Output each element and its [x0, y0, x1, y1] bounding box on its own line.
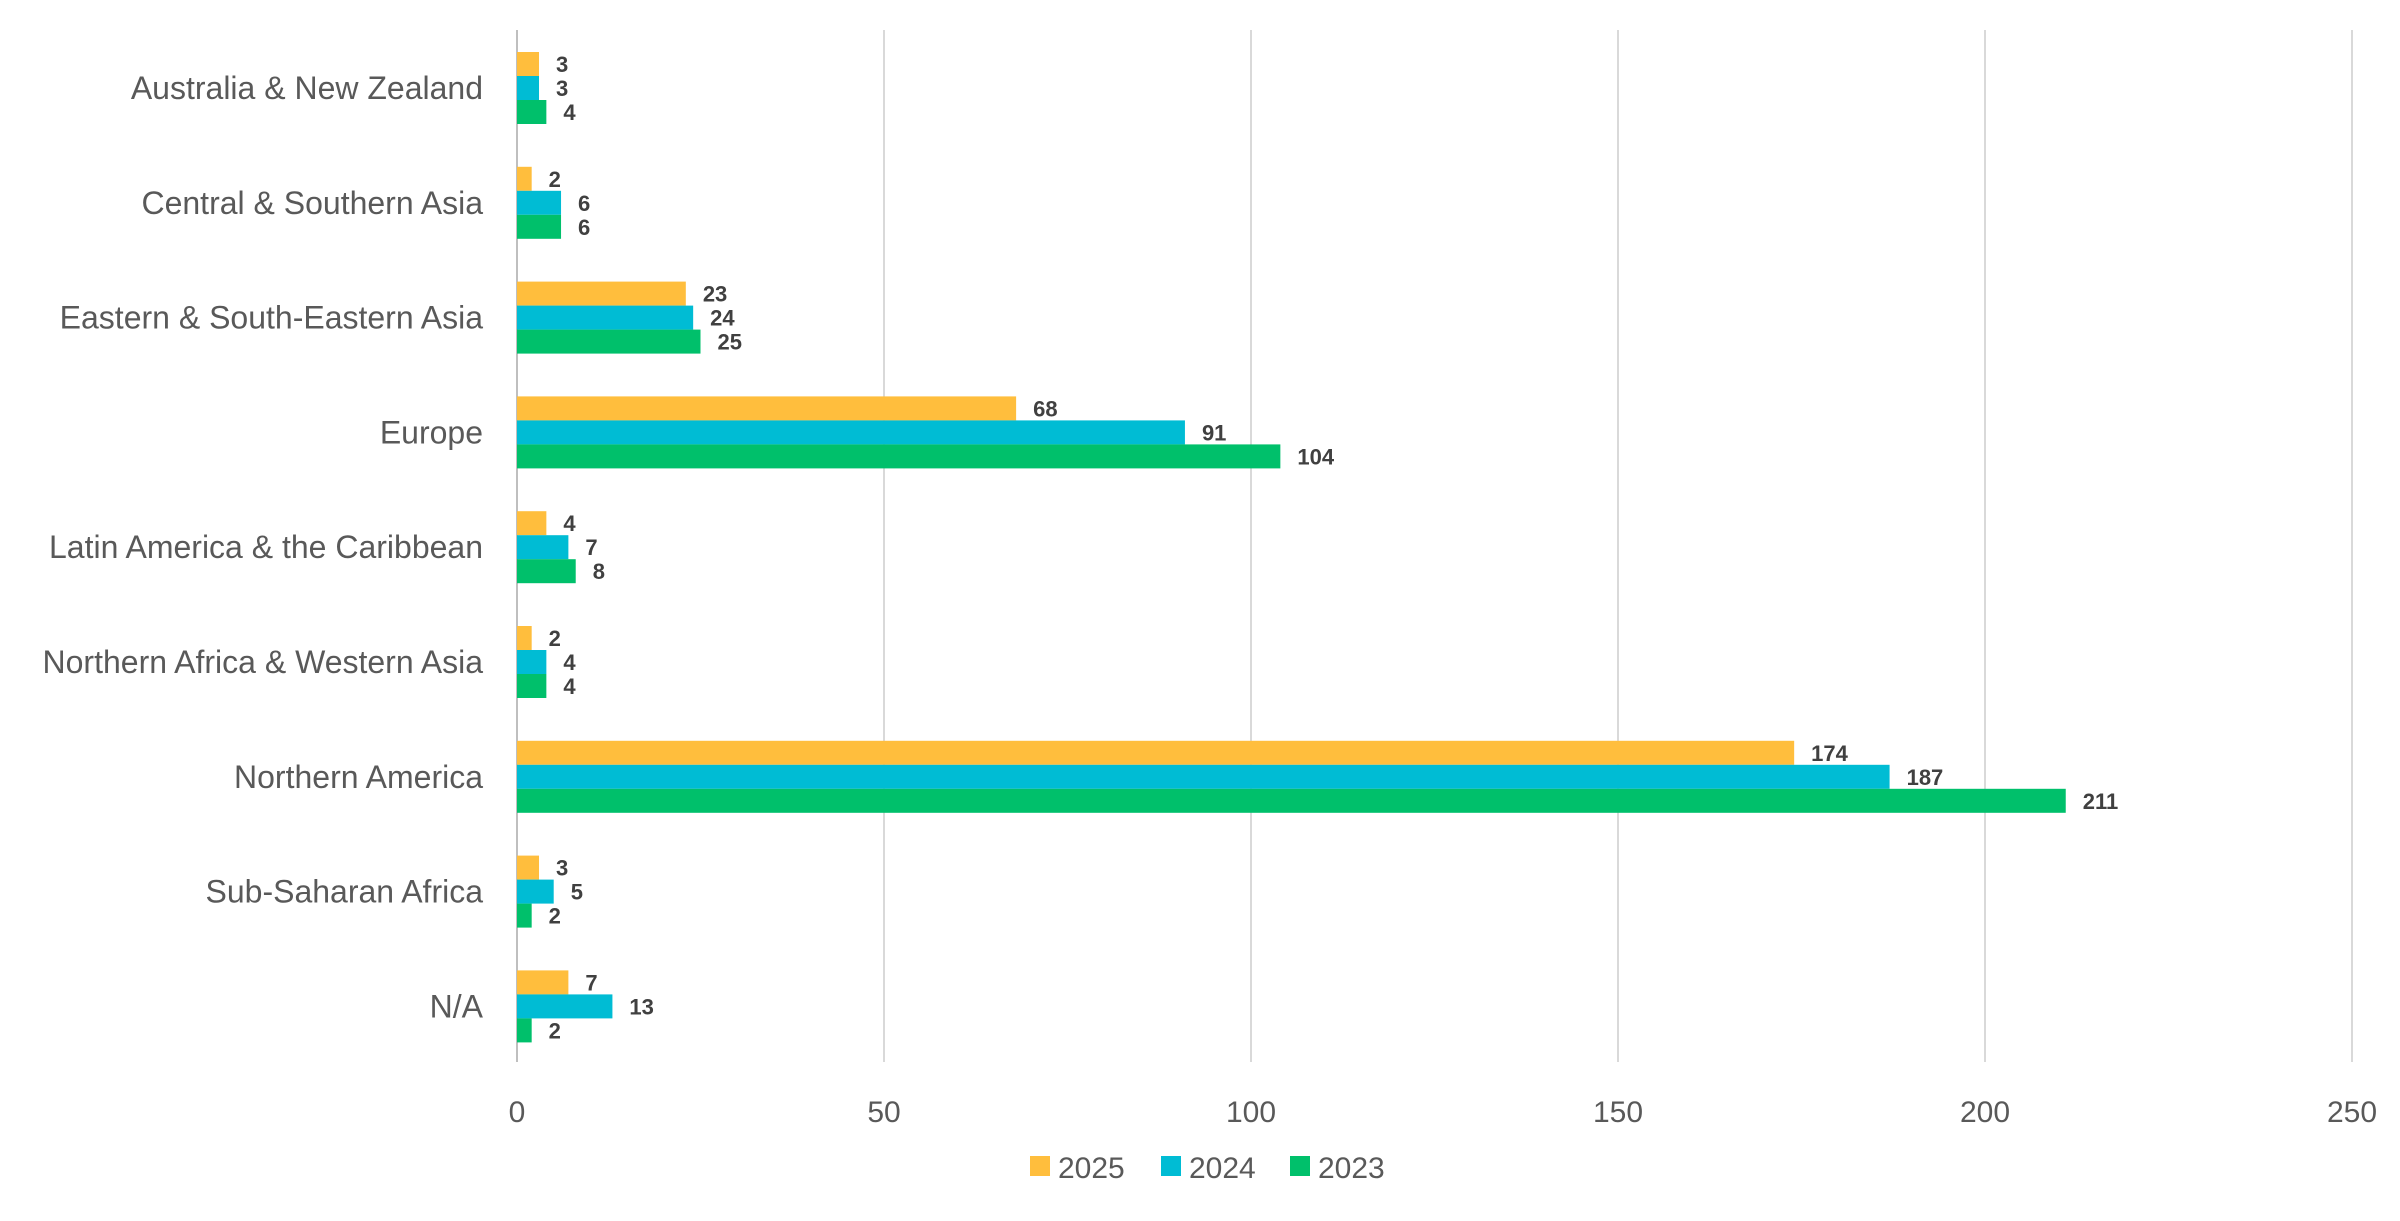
data-label-central-southern-asia-2024: 6: [578, 191, 590, 216]
category-label-sub-saharan-africa: Sub-Saharan Africa: [206, 874, 484, 910]
bar-latin-america-the-caribbean-2023: [517, 559, 576, 584]
bar-northern-africa-western-asia-2024: [517, 650, 547, 674]
bar-northern-africa-western-asia-2025: [517, 626, 532, 650]
value-axis-tick-labels: 0 50 100 150 200 250: [509, 1096, 2377, 1129]
data-label-australia-new-zealand-2024: 3: [556, 76, 568, 101]
bar-central-southern-asia-2025: [517, 166, 532, 191]
category-label-europe: Europe: [380, 414, 483, 450]
bars: [517, 52, 2066, 1043]
data-label-eastern-south-eastern-asia-2024: 24: [710, 306, 735, 331]
data-label-europe-2025: 68: [1033, 396, 1057, 421]
data-label-central-southern-asia-2025: 2: [549, 167, 561, 192]
bar-sub-saharan-africa-2024: [517, 879, 554, 904]
bar-eastern-south-eastern-asia-2025: [517, 281, 686, 306]
category-label-n-a: N/A: [430, 988, 484, 1024]
data-label-n-a-2023: 2: [549, 1018, 561, 1043]
data-label-latin-america-the-caribbean-2024: 7: [585, 535, 597, 560]
data-label-northern-america-2023: 211: [2083, 789, 2119, 814]
legend-swatch-2025: [1030, 1156, 1050, 1176]
legend-swatch-2023: [1290, 1156, 1310, 1176]
data-labels: 3342662324256891104478244174187211352713…: [549, 52, 2119, 1043]
category-label-northern-america: Northern America: [234, 759, 483, 795]
data-label-australia-new-zealand-2023: 4: [563, 100, 576, 125]
data-label-sub-saharan-africa-2025: 3: [556, 856, 568, 881]
bar-europe-2023: [517, 444, 1281, 469]
bar-northern-america-2025: [517, 740, 1795, 765]
data-label-northern-africa-western-asia-2023: 4: [563, 674, 576, 699]
legend-label-2024: 2024: [1189, 1152, 1256, 1185]
legend-label-2025: 2025: [1058, 1152, 1125, 1185]
data-label-sub-saharan-africa-2024: 5: [571, 880, 583, 905]
bar-latin-america-the-caribbean-2024: [517, 535, 569, 560]
bar-australia-new-zealand-2023: [517, 100, 547, 124]
bar-central-southern-asia-2023: [517, 214, 562, 239]
legend-swatch-2024: [1161, 1156, 1181, 1176]
data-label-europe-2023: 104: [1297, 444, 1334, 469]
category-label-northern-africa-western-asia: Northern Africa & Western Asia: [43, 644, 484, 680]
bar-central-southern-asia-2024: [517, 190, 562, 215]
bar-sub-saharan-africa-2025: [517, 855, 540, 880]
category-label-eastern-south-eastern-asia: Eastern & South-Eastern Asia: [60, 300, 484, 336]
x-tick-label-150: 150: [1593, 1096, 1643, 1129]
data-label-latin-america-the-caribbean-2023: 8: [593, 559, 605, 584]
data-label-n-a-2024: 13: [629, 994, 653, 1019]
x-tick-label-0: 0: [509, 1096, 526, 1129]
gridlines: [516, 30, 2353, 1062]
data-label-northern-africa-western-asia-2025: 2: [549, 626, 561, 651]
bar-australia-new-zealand-2024: [517, 76, 540, 100]
legend: 2025 2024 2023: [1030, 1152, 1385, 1185]
data-label-central-southern-asia-2023: 6: [578, 215, 590, 240]
bar-europe-2025: [517, 396, 1017, 421]
data-label-n-a-2025: 7: [585, 970, 597, 995]
bar-n-a-2024: [517, 994, 613, 1019]
bar-sub-saharan-africa-2023: [517, 903, 532, 928]
data-label-northern-africa-western-asia-2024: 4: [563, 650, 576, 675]
data-label-eastern-south-eastern-asia-2023: 25: [718, 330, 742, 355]
category-label-latin-america-the-caribbean: Latin America & the Caribbean: [49, 529, 483, 565]
category-axis-labels: Australia & New Zealand Central & Souther…: [43, 70, 484, 1024]
data-label-northern-america-2025: 174: [1811, 741, 1848, 766]
data-label-latin-america-the-caribbean-2025: 4: [563, 511, 576, 536]
bar-australia-new-zealand-2025: [517, 52, 540, 76]
bar-n-a-2023: [517, 1018, 532, 1043]
data-label-northern-america-2024: 187: [1907, 765, 1944, 790]
category-label-australia-new-zealand: Australia & New Zealand: [131, 70, 483, 106]
x-tick-label-100: 100: [1226, 1096, 1276, 1129]
bar-n-a-2025: [517, 970, 569, 995]
data-label-eastern-south-eastern-asia-2025: 23: [703, 282, 727, 307]
x-tick-label-50: 50: [867, 1096, 900, 1129]
data-label-australia-new-zealand-2025: 3: [556, 52, 568, 77]
bar-northern-africa-western-asia-2023: [517, 674, 547, 698]
bar-europe-2024: [517, 420, 1185, 445]
legend-label-2023: 2023: [1318, 1152, 1385, 1185]
bar-latin-america-the-caribbean-2025: [517, 511, 547, 536]
bar-eastern-south-eastern-asia-2024: [517, 305, 694, 330]
bar-northern-america-2023: [517, 788, 2066, 813]
bar-eastern-south-eastern-asia-2023: [517, 329, 701, 354]
category-label-central-southern-asia: Central & Southern Asia: [141, 185, 483, 221]
x-tick-label-250: 250: [2327, 1096, 2377, 1129]
data-label-sub-saharan-africa-2023: 2: [549, 904, 561, 929]
x-tick-label-200: 200: [1960, 1096, 2010, 1129]
bar-northern-america-2024: [517, 764, 1890, 789]
data-label-europe-2024: 91: [1202, 420, 1226, 445]
